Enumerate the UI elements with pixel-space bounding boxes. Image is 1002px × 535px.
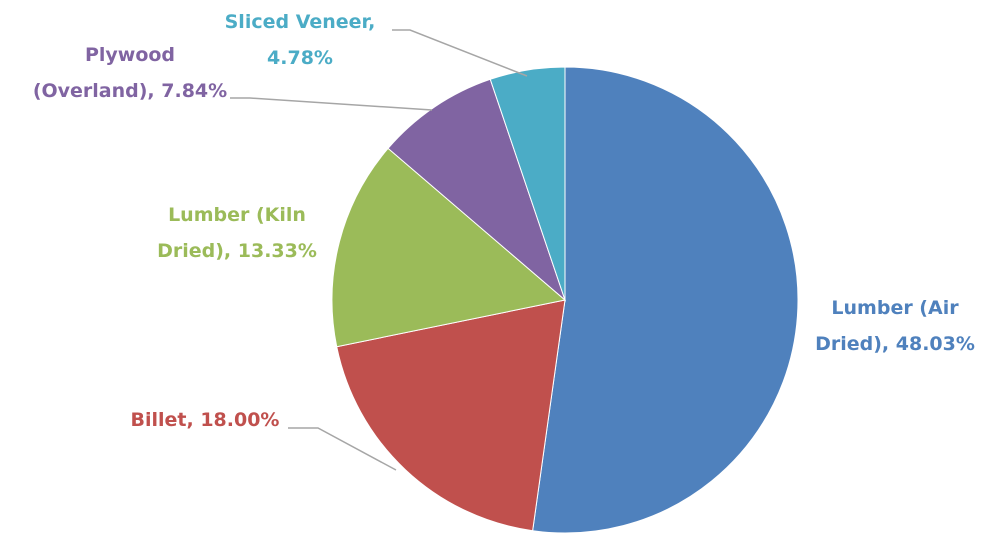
data-label: Lumber (Kiln Dried), 13.33%: [157, 204, 317, 262]
data-label-line: Billet, 18.00%: [131, 409, 280, 431]
data-label-line: Dried), 48.03%: [815, 333, 975, 355]
leader-line: [230, 97, 433, 111]
data-label: Lumber (Air Dried), 48.03%: [815, 297, 975, 355]
data-label-line: Lumber (Kiln: [168, 204, 306, 226]
data-label-line: Dried), 13.33%: [157, 240, 317, 262]
slices: [331, 66, 799, 534]
slice: [336, 299, 566, 532]
slice: [489, 66, 566, 301]
slice: [532, 66, 799, 534]
data-label-line: Sliced Veneer,: [225, 11, 376, 33]
leader-lines: [230, 29, 528, 471]
data-label-line: Plywood: [85, 44, 175, 66]
data-label-line: 4.78%: [267, 47, 333, 69]
leader-line: [288, 427, 397, 471]
data-label: Plywood (Overland), 7.84%: [33, 44, 227, 102]
slice: [331, 147, 567, 348]
data-label: Billet, 18.00%: [131, 409, 280, 431]
data-label-line: (Overland), 7.84%: [33, 80, 227, 102]
leader-line: [392, 29, 528, 77]
slice: [387, 78, 567, 302]
data-label-line: Lumber (Air: [831, 297, 959, 319]
data-label: Sliced Veneer, 4.78%: [225, 11, 376, 69]
